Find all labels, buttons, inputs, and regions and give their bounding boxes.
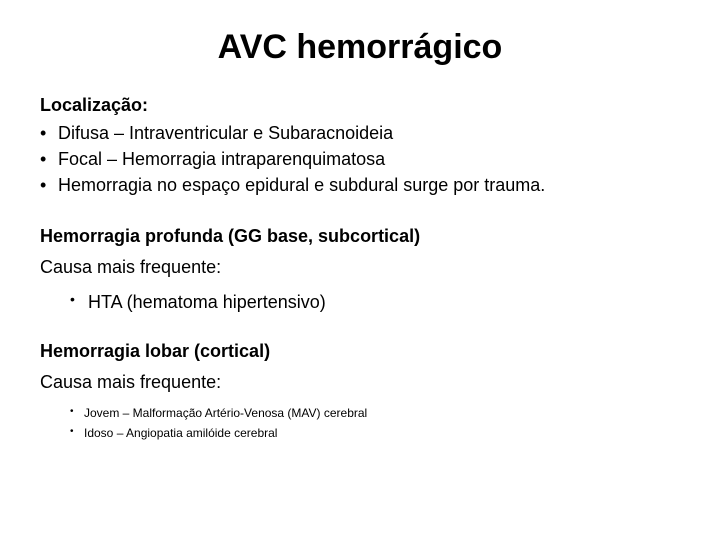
bullet-list-localizacao: Difusa – Intraventricular e Subaracnoide…: [40, 120, 680, 198]
section-lobar: Hemorragia lobar (cortical) Causa mais f…: [40, 341, 680, 444]
list-item: Focal – Hemorragia intraparenquimatosa: [40, 146, 680, 172]
slide-container: AVC hemorrágico Localização: Difusa – In…: [0, 0, 720, 464]
section-localizacao: Localização: Difusa – Intraventricular e…: [40, 95, 680, 198]
section-heading: Hemorragia profunda (GG base, subcortica…: [40, 226, 680, 247]
list-item: Hemorragia no espaço epidural e subdural…: [40, 172, 680, 198]
section-profunda: Hemorragia profunda (GG base, subcortica…: [40, 226, 680, 317]
section-subline: Causa mais frequente:: [40, 257, 680, 278]
bullet-list-lobar: Jovem – Malformação Artério-Venosa (MAV)…: [40, 403, 680, 444]
list-item: Difusa – Intraventricular e Subaracnoide…: [40, 120, 680, 146]
slide-title: AVC hemorrágico: [40, 28, 680, 67]
section-subline: Causa mais frequente:: [40, 372, 680, 393]
bullet-list-profunda: HTA (hematoma hipertensivo): [40, 288, 680, 317]
list-item: HTA (hematoma hipertensivo): [70, 288, 680, 317]
section-heading: Hemorragia lobar (cortical): [40, 341, 680, 362]
list-item: Jovem – Malformação Artério-Venosa (MAV)…: [70, 403, 680, 423]
list-item: Idoso – Angiopatia amilóide cerebral: [70, 423, 680, 443]
section-heading: Localização:: [40, 95, 680, 116]
